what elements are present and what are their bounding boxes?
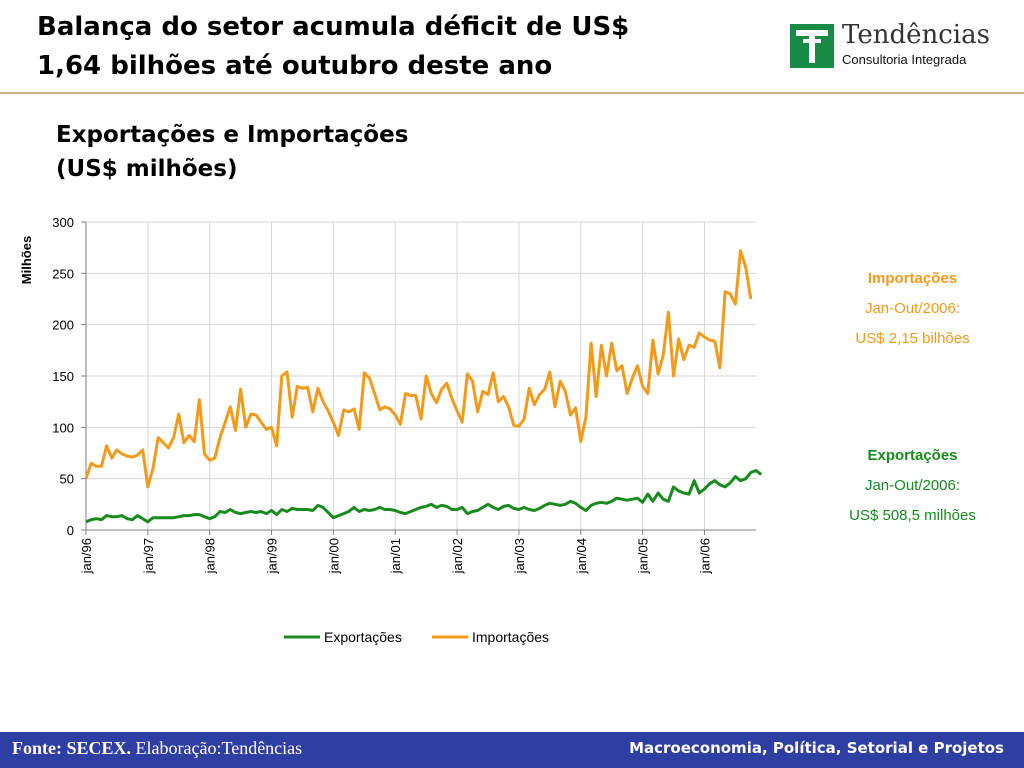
headline-line-1: Balança do setor acumula déficit de US$ bbox=[37, 12, 630, 42]
x-tick-label: jan/96 bbox=[79, 538, 94, 574]
exports-note: Exportações Jan-Out/2006: US$ 508,5 milh… bbox=[820, 441, 1005, 531]
y-tick-label: 50 bbox=[60, 472, 74, 487]
x-tick-label: jan/06 bbox=[697, 538, 712, 574]
logo-name: Tendências bbox=[842, 20, 990, 50]
x-tick-label: jan/00 bbox=[326, 538, 341, 574]
x-tick-label: jan/03 bbox=[512, 538, 527, 574]
x-tick-label: jan/98 bbox=[203, 538, 218, 574]
y-tick-label: 250 bbox=[52, 266, 74, 281]
exports-series-line bbox=[85, 469, 763, 524]
footer-tagline: Macroeconomia, Política, Setorial e Proj… bbox=[629, 739, 1004, 757]
source-label: Fonte: SECEX. bbox=[12, 738, 132, 758]
header-divider bbox=[0, 92, 1024, 94]
imports-note-value: US$ 2,15 bilhões bbox=[855, 330, 970, 347]
imports-note-period: Jan-Out/2006: bbox=[864, 300, 961, 317]
x-tick-label: jan/01 bbox=[388, 538, 403, 574]
source-text: Elaboração:Tendências bbox=[135, 738, 303, 758]
headline-line-2: 1,64 bilhões até outubro deste ano bbox=[37, 51, 553, 81]
x-tick-label: jan/99 bbox=[265, 538, 280, 574]
chart-title: Exportações e Importações (US$ milhões) bbox=[56, 118, 408, 186]
y-tick-label: 100 bbox=[52, 420, 74, 435]
chart-title-line-1: Exportações e Importações bbox=[56, 122, 409, 148]
imports-series-line bbox=[84, 249, 753, 489]
logo-tagline: Consultoria Integrada bbox=[842, 52, 967, 67]
headline: Balança do setor acumula déficit de US$ … bbox=[37, 8, 777, 86]
exports-legend-label: Exportações bbox=[324, 629, 402, 645]
chart-title-line-2: (US$ milhões) bbox=[56, 156, 238, 182]
imports-note-title: Importações bbox=[867, 270, 958, 287]
exports-note-value: US$ 508,5 milhões bbox=[849, 507, 976, 524]
exports-note-period: Jan-Out/2006: bbox=[864, 477, 961, 494]
imports-note: Importações Jan-Out/2006: US$ 2,15 bilhõ… bbox=[820, 264, 1005, 354]
x-tick-label: jan/04 bbox=[574, 538, 589, 574]
company-logo: Tendências Consultoria Integrada bbox=[790, 20, 1010, 72]
y-tick-label: 200 bbox=[52, 318, 74, 333]
tendencias-logo-icon bbox=[790, 24, 834, 68]
imports-legend-label: Importações bbox=[472, 629, 549, 645]
source-credit: Fonte: SECEX. Elaboração:Tendências bbox=[12, 738, 302, 759]
y-tick-label: 150 bbox=[52, 369, 74, 384]
x-tick-label: jan/97 bbox=[141, 538, 156, 574]
x-tick-label: jan/02 bbox=[450, 538, 465, 574]
x-tick-label: jan/05 bbox=[636, 538, 651, 574]
y-tick-label: 0 bbox=[67, 523, 74, 538]
y-axis-title: Milhões bbox=[19, 236, 34, 284]
y-tick-label: 300 bbox=[52, 215, 74, 230]
exports-note-title: Exportações bbox=[867, 447, 958, 464]
footer-bar: Fonte: SECEX. Elaboração:Tendências Macr… bbox=[0, 732, 1024, 768]
